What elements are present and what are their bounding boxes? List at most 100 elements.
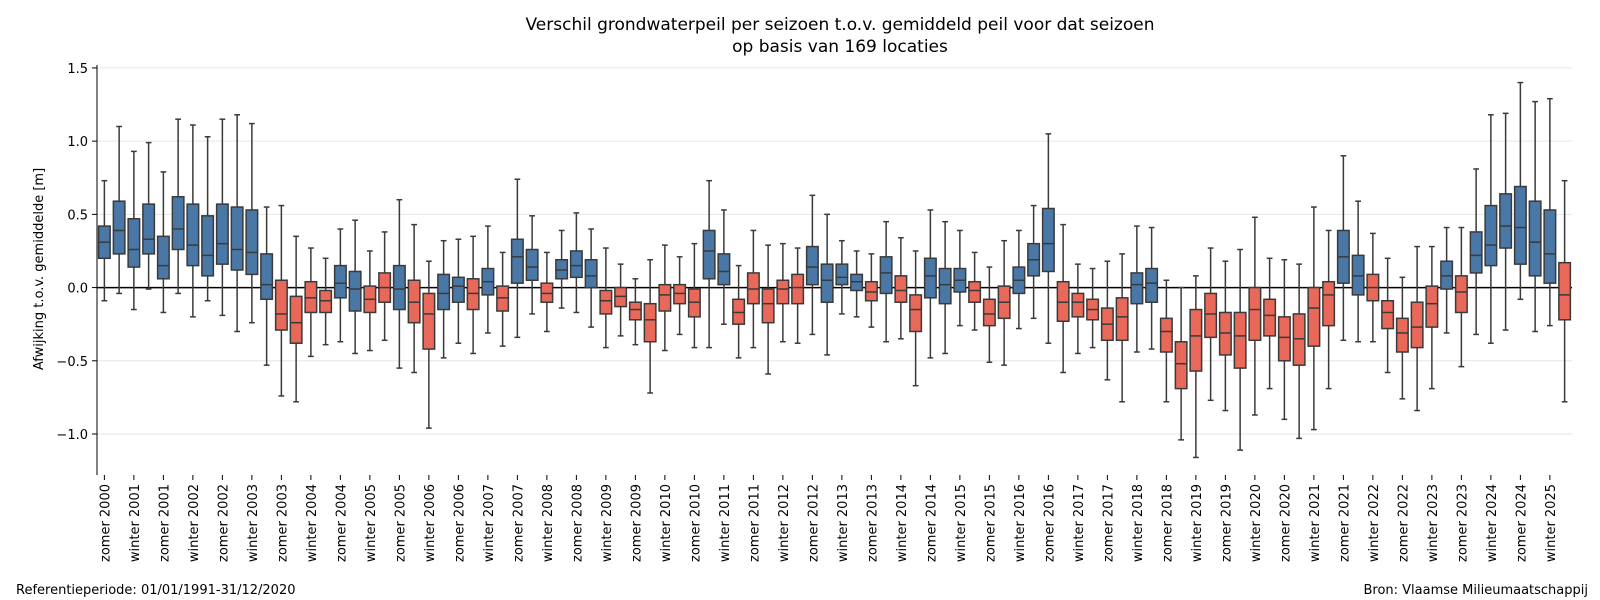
box-iqr [776,279,790,305]
box-iqr [628,301,642,321]
box-winter [1336,155,1350,342]
box-zomer [1425,245,1439,390]
box-zomer [540,251,554,333]
box-winter [481,225,495,334]
box-iqr [569,250,583,279]
box-iqr [1381,300,1395,330]
box-winter [230,114,244,333]
box-zomer [1381,257,1395,374]
box-iqr [717,253,731,286]
box-iqr [260,253,274,301]
box-iqr [894,275,908,303]
box-zomer [673,256,687,336]
box-zomer [304,247,318,358]
x-tick-label: winter 2020 [1249,484,1264,562]
box-zomer [319,257,333,346]
box-iqr [938,267,952,305]
box-zomer [496,251,510,347]
box-zomer [1204,247,1218,402]
box-iqr [1248,286,1262,342]
box-winter [879,220,893,343]
chart-title-line-1: Verschil grondwaterpeil per seizoen t.o.… [526,15,1155,35]
box-iqr [142,203,156,255]
x-tick-label: zomer 2005 [393,484,408,562]
box-iqr [791,273,805,305]
box-iqr [1307,286,1321,347]
box-iqr [1558,261,1572,321]
box-winter [717,209,731,325]
box-iqr [186,203,200,267]
x-tick-label: winter 2005 [364,484,379,562]
box-iqr [245,209,259,276]
box-iqr [112,200,126,255]
box-winter [1484,114,1498,344]
box-zomer [997,239,1011,366]
box-iqr [171,196,185,251]
box-iqr [230,206,244,271]
box-iqr [1277,316,1291,362]
x-tick-label: winter 2001 [128,484,143,562]
box-winter [451,238,465,344]
box-zomer [1071,263,1085,355]
y-axis-label: Afwijking t.o.v. gemiddelde [m] [32,168,47,370]
box-iqr [1130,272,1144,305]
box-zomer [687,242,701,349]
box-zomer [466,235,480,355]
box-zomer [1218,260,1232,412]
x-tick-label: winter 2019 [1190,484,1205,562]
box-iqr [451,276,465,303]
box-winter [186,124,200,318]
box-iqr [1528,200,1542,277]
box-iqr [1204,292,1218,339]
box-winter [1041,133,1055,344]
box-winter [1130,225,1144,353]
x-tick-label: zomer 2020 [1278,484,1293,562]
gridlines [97,67,1572,435]
box-zomer [746,229,760,349]
box-iqr [702,229,716,280]
box-winter [215,118,229,317]
box-zomer [599,247,613,349]
box-zomer [1558,179,1572,403]
x-tick-label: winter 2011 [718,484,733,562]
x-tick-label: zomer 2004 [334,484,349,562]
box-zomer [1233,248,1247,451]
y-tick-label: −0.5 [56,355,88,370]
box-zomer [1366,232,1380,343]
x-tick-label: winter 2015 [954,484,969,562]
box-zomer [658,244,672,352]
box-winter [555,229,569,309]
box-iqr [805,245,819,286]
box-iqr [584,259,598,289]
box-winter [569,212,583,314]
box-iqr [333,264,347,299]
x-tick-label: zomer 2024 [1514,484,1529,562]
x-tick-label: zomer 2015 [983,484,998,562]
x-tick-label: winter 2018 [1131,484,1146,562]
box-iqr [1484,204,1498,267]
x-tick-label: zomer 2018 [1160,484,1175,562]
box-zomer [1115,253,1129,403]
box-iqr [1189,308,1203,372]
box-winter [938,220,952,355]
box-iqr [1145,267,1159,303]
box-winter [1440,226,1454,334]
x-tick-label: winter 2006 [423,484,438,562]
box-zomer [363,250,377,352]
x-tick-label: zomer 2023 [1455,484,1470,562]
box-iqr [201,215,215,277]
box-iqr [643,302,657,343]
reference-period-note: Referentieperiode: 01/01/1991-31/12/2020 [16,583,296,598]
box-zomer [1159,279,1173,403]
box-zomer [1263,257,1277,390]
x-tick-label: zomer 2006 [452,484,467,562]
box-winter [510,178,524,339]
box-iqr [437,273,451,311]
x-tick-label: zomer 2000 [98,484,113,562]
box-zomer [864,253,878,328]
box-zomer [776,242,790,343]
box-winter [333,228,347,343]
x-tick-label: winter 2025 [1544,484,1559,562]
x-tick-label: winter 2014 [895,484,910,562]
box-zomer [407,223,421,374]
